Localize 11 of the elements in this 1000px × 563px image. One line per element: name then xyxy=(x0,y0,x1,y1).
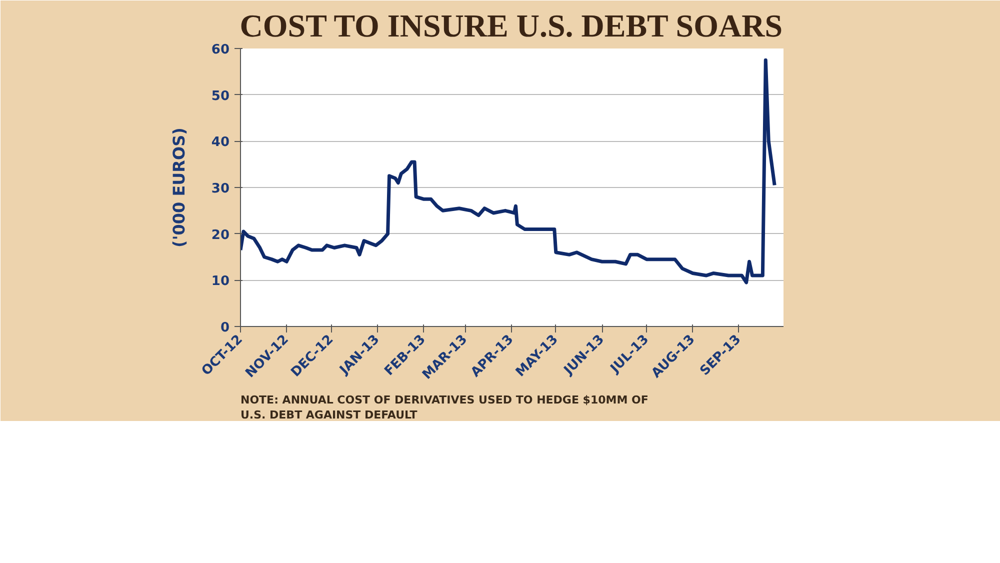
y-tick-label: 10 xyxy=(211,274,230,290)
y-tick-label: 0 xyxy=(220,320,230,336)
y-tick-label: 40 xyxy=(211,135,230,150)
y-tick-label: 20 xyxy=(211,228,230,243)
y-tick-label: 30 xyxy=(211,182,230,196)
text: NOTE: ANNUAL COST OF DERIVATIVES USED TO HEDGE $10MM OF U.S. DEBT AGAINST DEFAULT xyxy=(240,394,648,422)
y-tick-label: 60 xyxy=(211,42,230,58)
y-axis-title: ('000 EUROS) xyxy=(169,128,188,248)
line-series xyxy=(240,58,776,284)
chart-title: COST TO INSURE U.S. DEBT SOARS xyxy=(240,8,782,44)
y-tick-label: 50 xyxy=(211,88,230,104)
